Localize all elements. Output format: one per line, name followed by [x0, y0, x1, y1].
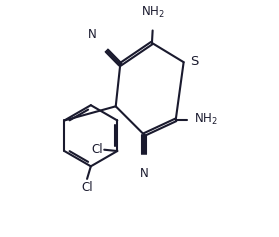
Text: S: S: [190, 55, 198, 68]
Text: N: N: [140, 167, 148, 180]
Text: NH$_2$: NH$_2$: [141, 5, 165, 20]
Text: Cl: Cl: [81, 181, 93, 194]
Text: N: N: [88, 28, 97, 41]
Text: NH$_2$: NH$_2$: [194, 112, 218, 128]
Text: Cl: Cl: [92, 143, 103, 156]
